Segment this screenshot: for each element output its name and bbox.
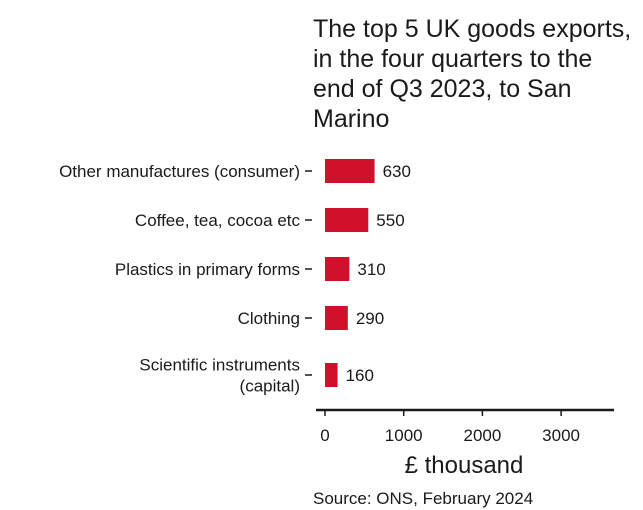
bar [325, 159, 375, 183]
category-label: Coffee, tea, cocoa etc [135, 211, 301, 230]
category-label: Clothing [238, 309, 300, 328]
data-label: 310 [357, 260, 385, 279]
x-tick-label: 0 [320, 426, 329, 445]
source-note: Source: ONS, February 2024 [313, 489, 533, 508]
category-labels: Other manufactures (consumer) Coffee, tea… [59, 162, 312, 396]
category-label: Other manufactures (consumer) [59, 162, 300, 181]
data-label: 550 [376, 211, 404, 230]
data-label: 290 [356, 309, 384, 328]
x-axis: 0 1000 2000 3000 [316, 408, 614, 445]
bars: 630 550 310 290 160 [325, 159, 411, 387]
x-tick-label: 1000 [385, 426, 423, 445]
bar [325, 257, 350, 281]
data-label: 160 [346, 366, 374, 385]
bar [325, 363, 338, 387]
category-label: Scientific instruments [139, 356, 300, 375]
bar [325, 208, 369, 232]
x-axis-label: £ thousand [405, 452, 524, 479]
category-label: Plastics in primary forms [115, 260, 300, 279]
chart-title: The top 5 UK goods exports, in the four … [313, 15, 632, 133]
category-label: (capital) [240, 377, 300, 396]
data-label: 630 [383, 162, 411, 181]
x-tick-label: 2000 [463, 426, 501, 445]
bar [325, 306, 348, 330]
x-tick-label: 3000 [542, 426, 580, 445]
